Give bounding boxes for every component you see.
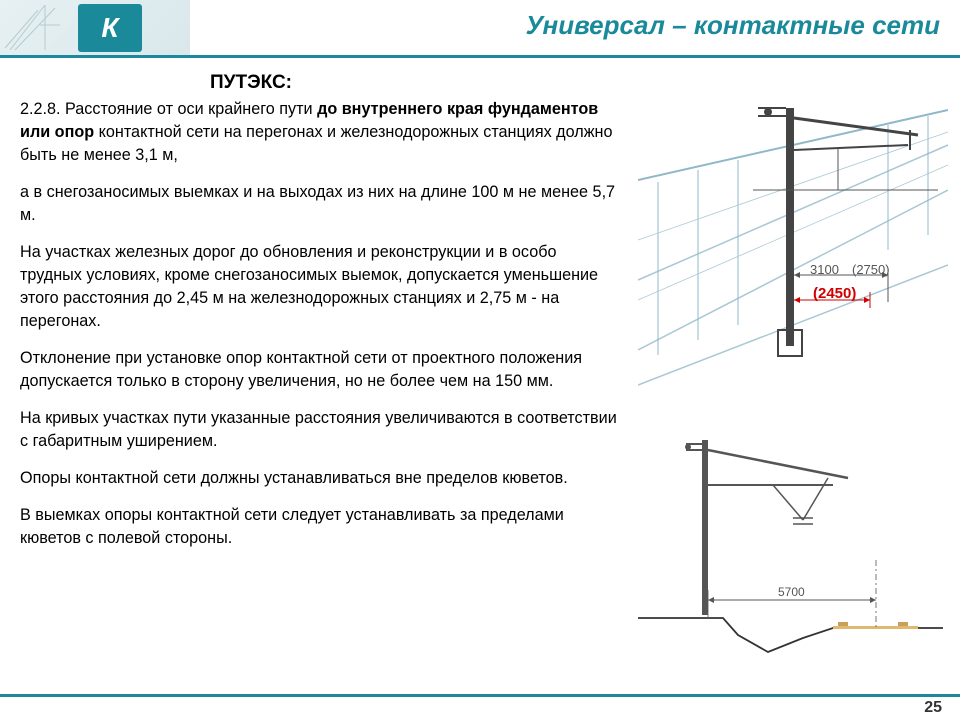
body-text: 2.2.8. Расстояние от оси крайнего пути д…: [20, 98, 620, 564]
page-title: Универсал – контактные сети: [526, 10, 940, 41]
diagram-top: 3100 (2750) (2450): [638, 90, 948, 400]
diagram-bottom: 5700: [638, 430, 948, 670]
dim-2450: (2450): [813, 285, 856, 302]
para-7: В выемках опоры контактной сети следует …: [20, 504, 620, 550]
p1a: 2.2.8. Расстояние от оси крайнего пути: [20, 100, 317, 118]
dim-2750: (2750): [852, 262, 890, 277]
p1c: контактной сети на перегонах и железнодо…: [20, 123, 612, 164]
para-4: Отклонение при установке опор контактной…: [20, 347, 620, 393]
para-6: Опоры контактной сети должны устанавлива…: [20, 467, 620, 490]
para-2: а в снегозаносимых выемках и на выходах …: [20, 181, 620, 227]
page-number: 25: [924, 699, 942, 717]
header: К Универсал – контактные сети: [0, 0, 960, 58]
logo-letter: К: [101, 12, 118, 44]
para-1: 2.2.8. Расстояние от оси крайнего пути д…: [20, 98, 620, 167]
footer: 25: [0, 694, 960, 720]
para-5: На кривых участках пути указанные рассто…: [20, 407, 620, 453]
para-3: На участках железных дорог до обновления…: [20, 241, 620, 333]
dim-3100: 3100: [810, 262, 839, 277]
logo-icon: К: [78, 4, 142, 52]
section-title: ПУТЭКС:: [210, 72, 292, 94]
dim-5700: 5700: [778, 585, 805, 599]
diagram-area: 3100 (2750) (2450): [638, 90, 948, 670]
